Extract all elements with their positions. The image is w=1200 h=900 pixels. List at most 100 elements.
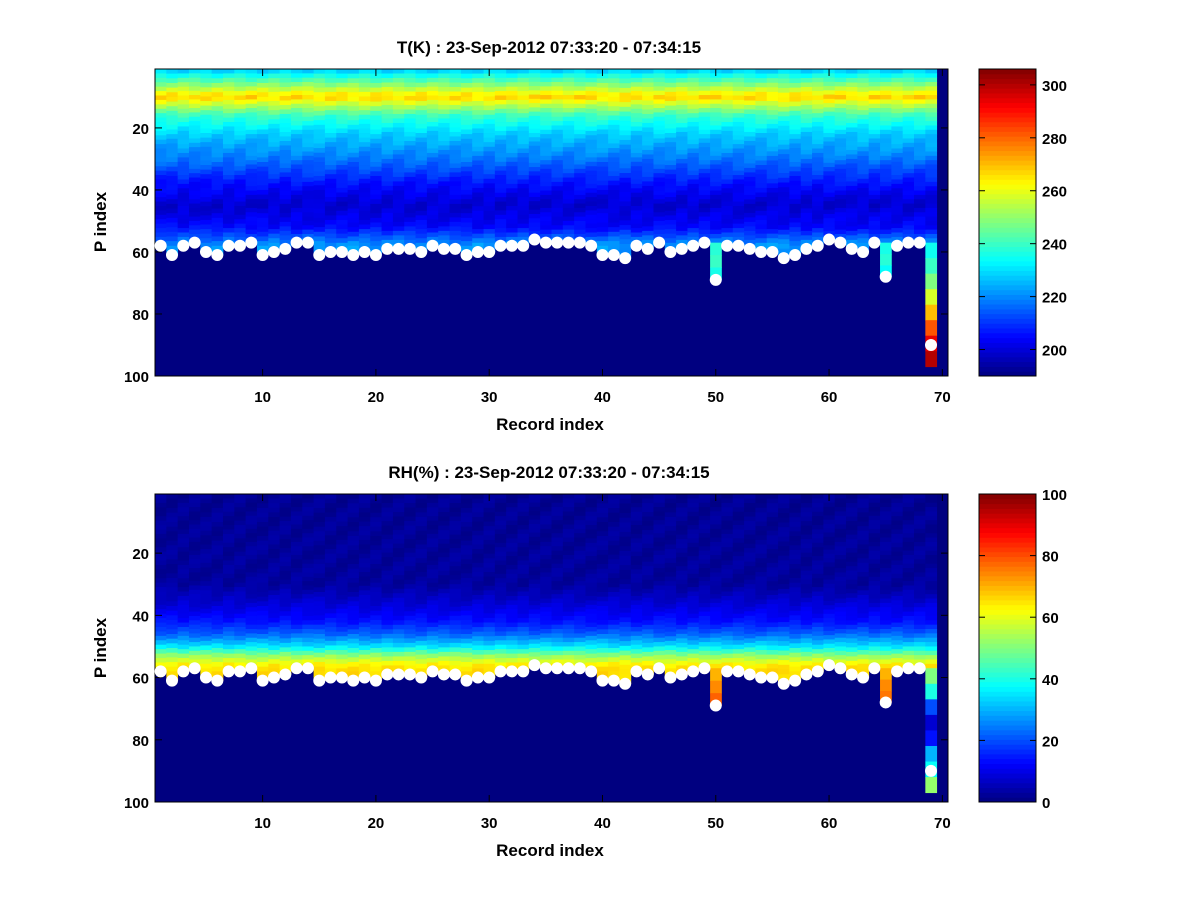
temperature-cell [800, 73, 813, 79]
humidity-cell [234, 582, 247, 588]
temperature-cell [449, 221, 462, 227]
temperature-cell [914, 95, 926, 100]
humidity-cell [483, 608, 496, 614]
humidity-cell [426, 516, 439, 521]
temperature-cell [506, 99, 518, 105]
temperature-cell [483, 101, 496, 106]
temperature-cell [177, 104, 190, 110]
temperature-cell [596, 134, 609, 140]
humidity-cell [200, 521, 213, 527]
humidity-cell [290, 507, 303, 512]
temperature-cell [676, 154, 688, 160]
humidity-cell [551, 559, 564, 565]
temperature-cell [234, 152, 247, 158]
temperature-cell [155, 214, 167, 220]
humidity-cell [166, 606, 179, 612]
temperature-cell [200, 91, 213, 97]
temperature-cell [336, 215, 348, 221]
humidity-cell [540, 520, 552, 525]
humidity-cell [268, 622, 281, 628]
humidity-cell [313, 596, 326, 602]
humidity-cell [517, 494, 530, 499]
temperature-cell [200, 192, 213, 198]
temperature-cell [596, 227, 609, 233]
humidity-cell [166, 596, 179, 602]
humidity-cell [630, 595, 643, 601]
temperature-cell [528, 124, 541, 130]
humidity-cell [574, 611, 586, 617]
temperature-cell [721, 183, 734, 189]
humidity-cell [483, 650, 496, 656]
temperature-cell [336, 151, 348, 157]
humidity-cell [347, 629, 360, 635]
humidity-cell [653, 546, 666, 552]
humidity-cell [494, 525, 507, 530]
temperature-cell [381, 140, 394, 146]
temperature-boundary-point [800, 242, 813, 255]
temperature-cell [789, 96, 802, 102]
temperature-cell [880, 207, 892, 213]
humidity-cell [313, 568, 326, 574]
humidity-cell [392, 525, 405, 531]
temperature-cell [460, 69, 473, 75]
humidity-cell [256, 643, 269, 649]
humidity-cell [404, 629, 416, 635]
temperature-cell [585, 139, 598, 145]
temperature-cell [177, 188, 190, 194]
temperature-cell [880, 116, 892, 122]
temperature-cell [880, 69, 892, 74]
temperature-cell [676, 221, 688, 227]
temperature-cell [370, 245, 382, 251]
humidity-cell [222, 542, 235, 548]
temperature-cell [166, 157, 179, 163]
temperature-cell [234, 236, 247, 242]
temperature-cell [336, 206, 348, 212]
temperature-cell [506, 197, 518, 202]
humidity-cell [642, 638, 654, 644]
humidity-cell [472, 640, 484, 646]
humidity-cell [188, 546, 201, 552]
humidity-cell [370, 662, 382, 668]
humidity-cell [313, 638, 326, 644]
temperature-cell [290, 216, 303, 222]
temperature-cell [211, 120, 224, 126]
humidity-cell [324, 613, 337, 619]
temperature-cell [506, 117, 518, 123]
humidity-cell [630, 507, 643, 513]
humidity-cell [381, 525, 394, 531]
humidity-cell [698, 598, 711, 604]
temperature-y-axis-label: P index [91, 191, 110, 252]
temperature-cell [891, 201, 904, 207]
temperature-cell [710, 199, 722, 204]
temperature-cell [732, 157, 745, 163]
humidity-cell [676, 611, 688, 617]
humidity-cell [188, 502, 201, 508]
humidity-cell [517, 560, 530, 566]
humidity-cell [438, 665, 450, 671]
temperature-cell [370, 92, 382, 98]
humidity-cell [256, 582, 269, 588]
temperature-cell [336, 155, 348, 161]
temperature-cell [846, 203, 858, 209]
humidity-cell [630, 627, 643, 632]
temperature-cell [891, 117, 904, 123]
humidity-cell [222, 635, 235, 641]
temperature-cell [687, 69, 700, 74]
humidity-cell [347, 550, 360, 556]
temperature-cell [891, 99, 904, 105]
temperature-cell [551, 212, 564, 218]
humidity-cell [698, 637, 711, 643]
humidity-cell [574, 507, 586, 512]
humidity-cell [608, 662, 620, 668]
temperature-cell [222, 73, 235, 79]
temperature-cell [676, 91, 688, 97]
temperature-cell [426, 205, 439, 211]
temperature-cell [245, 103, 258, 109]
humidity-cell [155, 649, 167, 654]
temperature-cell [290, 203, 303, 209]
humidity-cell [358, 512, 371, 518]
temperature-cell [392, 226, 405, 232]
temperature-colorbar-segment [979, 92, 1036, 99]
temperature-cell [370, 227, 382, 233]
temperature-cell [200, 82, 213, 88]
